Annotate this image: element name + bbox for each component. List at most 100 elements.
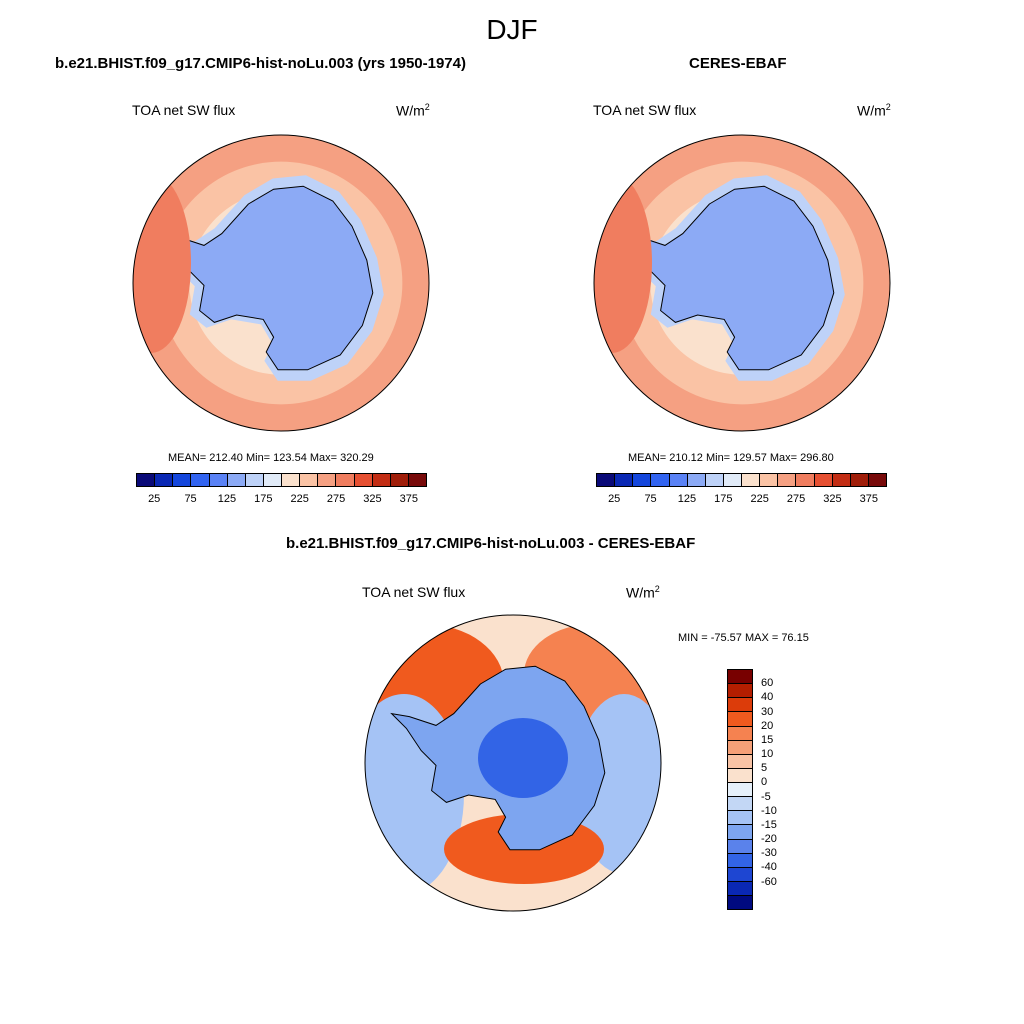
colorbar-swatch (728, 867, 752, 882)
colorbar-swatch (728, 684, 752, 699)
colorbar-swatch (850, 474, 869, 486)
colorbar-tick-label: 60 (761, 677, 774, 690)
model-stats: MEAN= 212.40 Min= 123.54 Max= 320.29 (168, 452, 374, 464)
colorbar-tick-label: 125 (677, 493, 697, 505)
colorbar-swatch (832, 474, 851, 486)
colorbar-tick-label: 375 (859, 493, 878, 505)
colorbar-tick-label: 5 (761, 762, 768, 775)
colorbar-swatch (282, 474, 301, 486)
colorbar-swatch (728, 783, 752, 798)
colorbar-tick-label: 225 (290, 493, 309, 505)
colorbar-tick-label: 125 (217, 493, 237, 505)
colorbar-swatch (263, 474, 282, 486)
colorbar-swatch (155, 474, 174, 486)
colorbar-swatch (728, 712, 752, 727)
colorbar-tick-label: -5 (761, 790, 771, 803)
diff-stats: MIN = -75.57 MAX = 76.15 (678, 632, 809, 644)
colorbar-tick-label: 20 (761, 719, 774, 732)
colorbar-tick-label: 225 (750, 493, 769, 505)
diff-units-label: W/m2 (626, 584, 660, 601)
colorbar-swatch (318, 474, 337, 486)
colorbar-tick-label: -40 (761, 861, 777, 874)
colorbar-swatch (728, 896, 752, 910)
model-polar-map (132, 134, 430, 432)
ocean-hotspot (594, 173, 652, 353)
colorbar-swatch (137, 474, 156, 486)
colorbar-swatch (336, 474, 355, 486)
diff-panel-title: b.e21.BHIST.f09_g17.CMIP6-hist-noLu.003 … (286, 535, 696, 552)
map-border (132, 134, 430, 432)
colorbar-swatch (728, 670, 752, 685)
colorbar-swatch (728, 825, 752, 840)
colorbar-tick-label: 75 (644, 493, 657, 505)
colorbar-tick-label: 275 (786, 493, 806, 505)
obs-stats: MEAN= 210.12 Min= 129.57 Max= 296.80 (628, 452, 834, 464)
colorbar-tick-label: 25 (608, 493, 621, 505)
colorbar-tick-label: 175 (714, 493, 733, 505)
colorbar-swatch (597, 474, 616, 486)
colorbar-swatch (728, 811, 752, 826)
colorbar-swatch (796, 474, 815, 486)
colorbar-swatch (728, 740, 752, 755)
colorbar-swatch (354, 474, 373, 486)
colorbar-swatch (723, 474, 742, 486)
diff-polar-map (364, 614, 662, 912)
colorbar-tick-label: 175 (254, 493, 273, 505)
colorbar-tick-label: 325 (823, 493, 842, 505)
colorbar-tick-label: -20 (761, 833, 777, 846)
colorbar-tick-label: 30 (761, 705, 774, 718)
colorbar-tick-label: 0 (761, 776, 768, 789)
colorbar-swatch (742, 474, 761, 486)
colorbar-tick-label: 325 (363, 493, 382, 505)
colorbar-swatch (372, 474, 391, 486)
obs-variable-label: TOA net SW flux (593, 102, 697, 118)
colorbar-swatch (760, 474, 779, 486)
colorbar-tick-label: 40 (761, 691, 774, 704)
obs-colorbar (596, 473, 887, 487)
diff-colorbar (727, 669, 753, 910)
colorbar-swatch (728, 797, 752, 812)
obs-panel-title: CERES-EBAF (689, 55, 787, 72)
colorbar-tick-label: 15 (761, 733, 774, 746)
season-title: DJF (486, 14, 538, 45)
colorbar-swatch (173, 474, 192, 486)
model-colorbar (136, 473, 427, 487)
model-units-label: W/m2 (396, 102, 430, 119)
obs-units-label: W/m2 (857, 102, 891, 119)
colorbar-swatch (227, 474, 246, 486)
colorbar-swatch (868, 474, 886, 486)
colorbar-swatch (687, 474, 706, 486)
colorbar-swatch (615, 474, 634, 486)
diff-variable-label: TOA net SW flux (362, 584, 466, 600)
colorbar-tick-label: 375 (399, 493, 418, 505)
colorbar-swatch (705, 474, 724, 486)
obs-polar-map (593, 134, 891, 432)
colorbar-tick-label: 25 (148, 493, 161, 505)
colorbar-swatch (651, 474, 670, 486)
colorbar-swatch (408, 474, 426, 486)
colorbar-swatch (209, 474, 228, 486)
map-border (593, 134, 891, 432)
colorbar-swatch (191, 474, 210, 486)
colorbar-tick-label: 275 (326, 493, 346, 505)
colorbar-swatch (633, 474, 652, 486)
colorbar-swatch (728, 768, 752, 783)
colorbar-swatch (728, 726, 752, 741)
diff-cold-region (478, 718, 568, 798)
colorbar-swatch (728, 853, 752, 868)
colorbar-swatch (245, 474, 264, 486)
model-variable-label: TOA net SW flux (132, 102, 236, 118)
colorbar-swatch (728, 754, 752, 769)
colorbar-swatch (814, 474, 833, 486)
colorbar-tick-label: -10 (761, 804, 777, 817)
colorbar-swatch (669, 474, 688, 486)
model-panel-title: b.e21.BHIST.f09_g17.CMIP6-hist-noLu.003 … (55, 55, 466, 72)
colorbar-tick-label: 75 (184, 493, 197, 505)
colorbar-swatch (778, 474, 797, 486)
colorbar-swatch (728, 881, 752, 896)
colorbar-tick-label: 10 (761, 748, 774, 761)
colorbar-tick-label: -15 (761, 818, 777, 831)
colorbar-tick-label: -60 (761, 875, 777, 888)
colorbar-swatch (300, 474, 319, 486)
colorbar-tick-label: -30 (761, 847, 777, 860)
